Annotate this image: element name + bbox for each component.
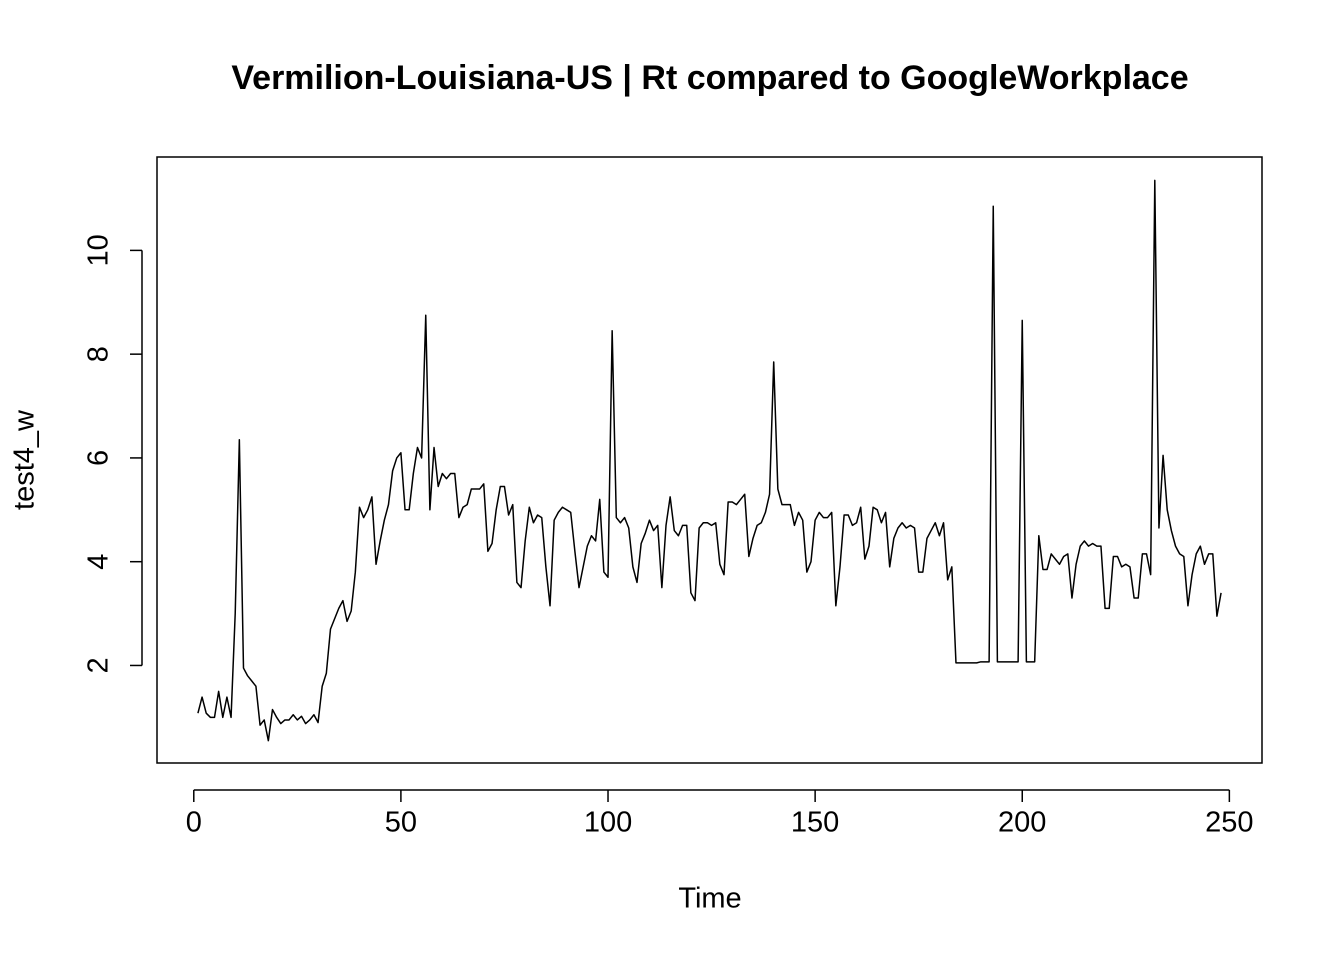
chart-title: Vermilion-Louisiana-US | Rt compared to … <box>231 59 1188 97</box>
y-tick-label: 8 <box>83 346 115 362</box>
y-tick-label: 10 <box>83 234 115 266</box>
y-axis-label: test4_w <box>9 409 41 510</box>
y-tick-label: 6 <box>83 450 115 466</box>
y-tick-label: 2 <box>83 657 115 673</box>
x-tick-label: 200 <box>998 807 1046 839</box>
series-line <box>197 179 1222 742</box>
plot-box <box>156 156 1263 764</box>
x-axis-label: Time <box>678 883 741 915</box>
x-tick-label: 0 <box>186 807 202 839</box>
x-tick-label: 50 <box>385 807 417 839</box>
y-tick-label: 4 <box>83 554 115 570</box>
x-tick-label: 100 <box>584 807 632 839</box>
x-tick-label: 150 <box>791 807 839 839</box>
x-tick-label: 250 <box>1205 807 1253 839</box>
